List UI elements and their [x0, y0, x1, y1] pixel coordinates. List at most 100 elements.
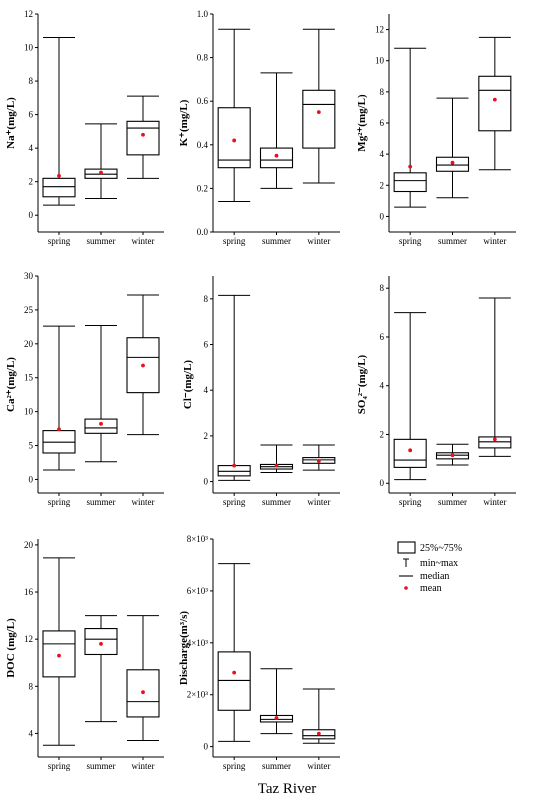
mean-point [408, 164, 413, 169]
x-tick-label: spring [223, 497, 246, 507]
iqr-box [42, 177, 76, 198]
mean-point [316, 731, 321, 736]
x-tick-label: summer [262, 497, 291, 507]
y-tick-label: 2 [204, 431, 209, 441]
legend-whisker-swatch [403, 558, 409, 567]
footer-title: Taz River [258, 781, 317, 797]
box-spring [217, 294, 251, 481]
mean-point [316, 459, 321, 463]
box-summer [84, 123, 118, 199]
x-tick-label: spring [48, 236, 71, 246]
mean-point [99, 641, 103, 646]
y-tick-label: 8 [29, 76, 34, 86]
mean-point [232, 138, 237, 143]
box-winter [126, 294, 160, 436]
y-tick-label: 5 [29, 441, 34, 451]
mean-point [316, 110, 321, 114]
y-tick-label: 16 [24, 587, 34, 597]
y-tick-label: 1.0 [197, 9, 209, 19]
y-axis-label: SO₄²⁻(mg/L) [356, 354, 368, 414]
y-tick-label: 0 [380, 211, 385, 221]
panel-6: 4 8 12 16 20 DOC (mg/L) spring summer winter [5, 539, 164, 771]
y-axis-label: K⁺(mg/L) [178, 99, 190, 146]
mean-point [99, 170, 103, 175]
y-tick-label: 10 [24, 43, 34, 53]
panel-3: 0 5 10 15 20 25 30 Ca²⁺(mg/L) spring summer winter [5, 271, 164, 507]
x-tick-label: spring [399, 236, 422, 246]
x-tick-label: summer [87, 236, 116, 246]
y-tick-label: 0 [29, 474, 34, 484]
y-tick-label: 4 [29, 143, 34, 153]
y-tick-label: 12 [24, 634, 33, 644]
y-tick-label: 0 [29, 210, 34, 220]
mean-point [492, 437, 497, 442]
y-tick-label: 10 [24, 407, 34, 417]
x-tick-label: winter [132, 497, 155, 507]
iqr-box [217, 651, 251, 711]
x-tick-label: winter [132, 236, 155, 246]
y-tick-label: 8×10³ [187, 534, 209, 544]
y-tick-label: 25 [24, 305, 34, 315]
legend: 25%~75% min~max median mean [397, 541, 462, 594]
y-tick-label: 8 [29, 681, 34, 691]
panel-2: 0 2 4 6 8 10 12 Mg²⁺(mg/L) spring summer winter [356, 14, 516, 246]
y-tick-label: 0.8 [197, 53, 209, 63]
y-tick-label: 12 [24, 9, 33, 19]
box-summer [259, 72, 294, 189]
mean-point [141, 363, 145, 368]
legend-box-label: 25%~75% [420, 543, 462, 554]
box-summer [259, 444, 294, 473]
x-tick-label: summer [438, 236, 467, 246]
y-tick-label: 0.6 [197, 96, 209, 106]
box-winter [302, 28, 336, 184]
y-tick-label: 0.4 [197, 140, 209, 150]
y-tick-label: 4 [29, 728, 34, 738]
mean-point [57, 173, 61, 178]
x-tick-label: spring [399, 497, 422, 507]
mean-point [232, 670, 237, 675]
panel-0: 0 2 4 6 8 10 12 Na⁺(mg/L) spring summer winter [5, 9, 164, 246]
x-tick-label: summer [87, 761, 116, 771]
iqr-box [302, 89, 336, 149]
y-axis-label: Ca²⁺(mg/L) [5, 357, 17, 412]
box-winter [478, 297, 512, 457]
iqr-box [84, 628, 118, 656]
y-tick-label: 15 [24, 373, 34, 383]
iqr-box [478, 436, 512, 449]
mean-point [232, 463, 237, 468]
x-tick-label: winter [307, 497, 330, 507]
iqr-box [126, 120, 160, 156]
box-spring [393, 47, 427, 208]
panel-1: 0.0 0.2 0.4 0.6 0.8 1.0 K⁺(mg/L) spring summer wi… [178, 9, 340, 246]
x-tick-label: winter [307, 761, 330, 771]
y-axis-label: Na⁺(mg/L) [5, 97, 17, 149]
y-tick-label: 6 [204, 340, 209, 350]
legend-whisker-label: min~max [420, 558, 458, 569]
mean-point [274, 153, 279, 158]
x-tick-label: summer [262, 236, 291, 246]
mean-point [141, 132, 145, 137]
y-tick-label: 0 [204, 477, 209, 487]
y-axis-label: Cl⁻(mg/L) [182, 360, 194, 410]
y-tick-label: 0 [204, 742, 209, 752]
y-tick-label: 30 [24, 271, 34, 281]
box-summer [84, 325, 118, 463]
legend-box-swatch [397, 541, 416, 554]
x-tick-label: winter [132, 761, 155, 771]
mean-point [274, 463, 279, 468]
y-tick-label: 4×10³ [187, 638, 209, 648]
y-axis-label: Discharge(m³/s) [178, 611, 190, 686]
mean-point [450, 453, 455, 458]
y-tick-label: 4 [380, 149, 385, 159]
legend-mean-swatch [404, 586, 408, 590]
y-tick-label: 2×10³ [187, 690, 209, 700]
y-tick-label: 4 [380, 381, 385, 391]
x-tick-label: spring [223, 236, 246, 246]
box-spring [217, 563, 251, 742]
y-tick-label: 20 [24, 339, 34, 349]
y-tick-label: 8 [380, 87, 385, 97]
box-summer [435, 443, 470, 466]
y-axis-label: Mg²⁺(mg/L) [356, 94, 368, 152]
y-tick-label: 2 [380, 429, 385, 439]
